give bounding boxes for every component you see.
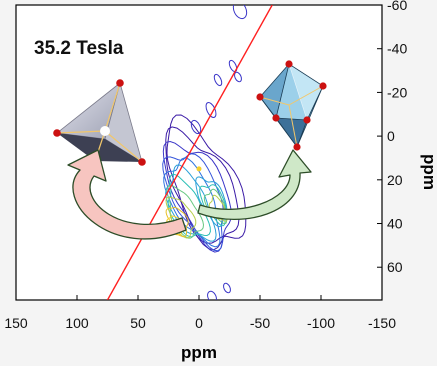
peak-marker <box>196 166 202 172</box>
contour-island <box>190 119 202 135</box>
field-strength-label: 35.2 Tesla <box>34 38 124 59</box>
x-tick-label: -100 <box>307 315 335 331</box>
octahedron-icon <box>256 60 327 151</box>
contour-line <box>165 164 217 242</box>
diagonal-line <box>106 5 273 300</box>
y-tick-label: -40 <box>387 41 407 57</box>
y-tick-label: 0 <box>387 128 395 144</box>
y-axis-label: ppm <box>420 154 437 190</box>
contour-island <box>213 73 223 87</box>
arrow-to-tetrahedron <box>67 149 187 240</box>
contour-island <box>207 290 217 300</box>
y-tick-label: 40 <box>387 216 403 232</box>
x-tick-label: 100 <box>65 315 89 331</box>
y-tick-label: -20 <box>387 84 407 100</box>
x-axis-ticks: 150 100 50 0 -50 -100 -150 <box>4 295 396 331</box>
x-tick-label: 150 <box>4 315 28 331</box>
x-tick-label: -150 <box>368 315 396 331</box>
x-tick-label: 50 <box>130 315 146 331</box>
arrow-to-octahedron <box>197 149 312 220</box>
contour-line <box>163 157 221 248</box>
contour-island <box>234 71 242 83</box>
x-tick-label: -50 <box>250 315 270 331</box>
y-tick-label: -60 <box>387 0 407 13</box>
contour-line <box>166 114 247 244</box>
y-tick-label: 60 <box>387 259 403 275</box>
y-tick-label: 20 <box>387 172 403 188</box>
contour-island <box>232 5 248 20</box>
contour-island <box>223 282 231 294</box>
y-axis-ticks: -60 -40 -20 0 20 40 60 <box>377 0 407 275</box>
x-axis-label: ppm <box>181 343 217 362</box>
x-tick-label: 0 <box>195 315 203 331</box>
